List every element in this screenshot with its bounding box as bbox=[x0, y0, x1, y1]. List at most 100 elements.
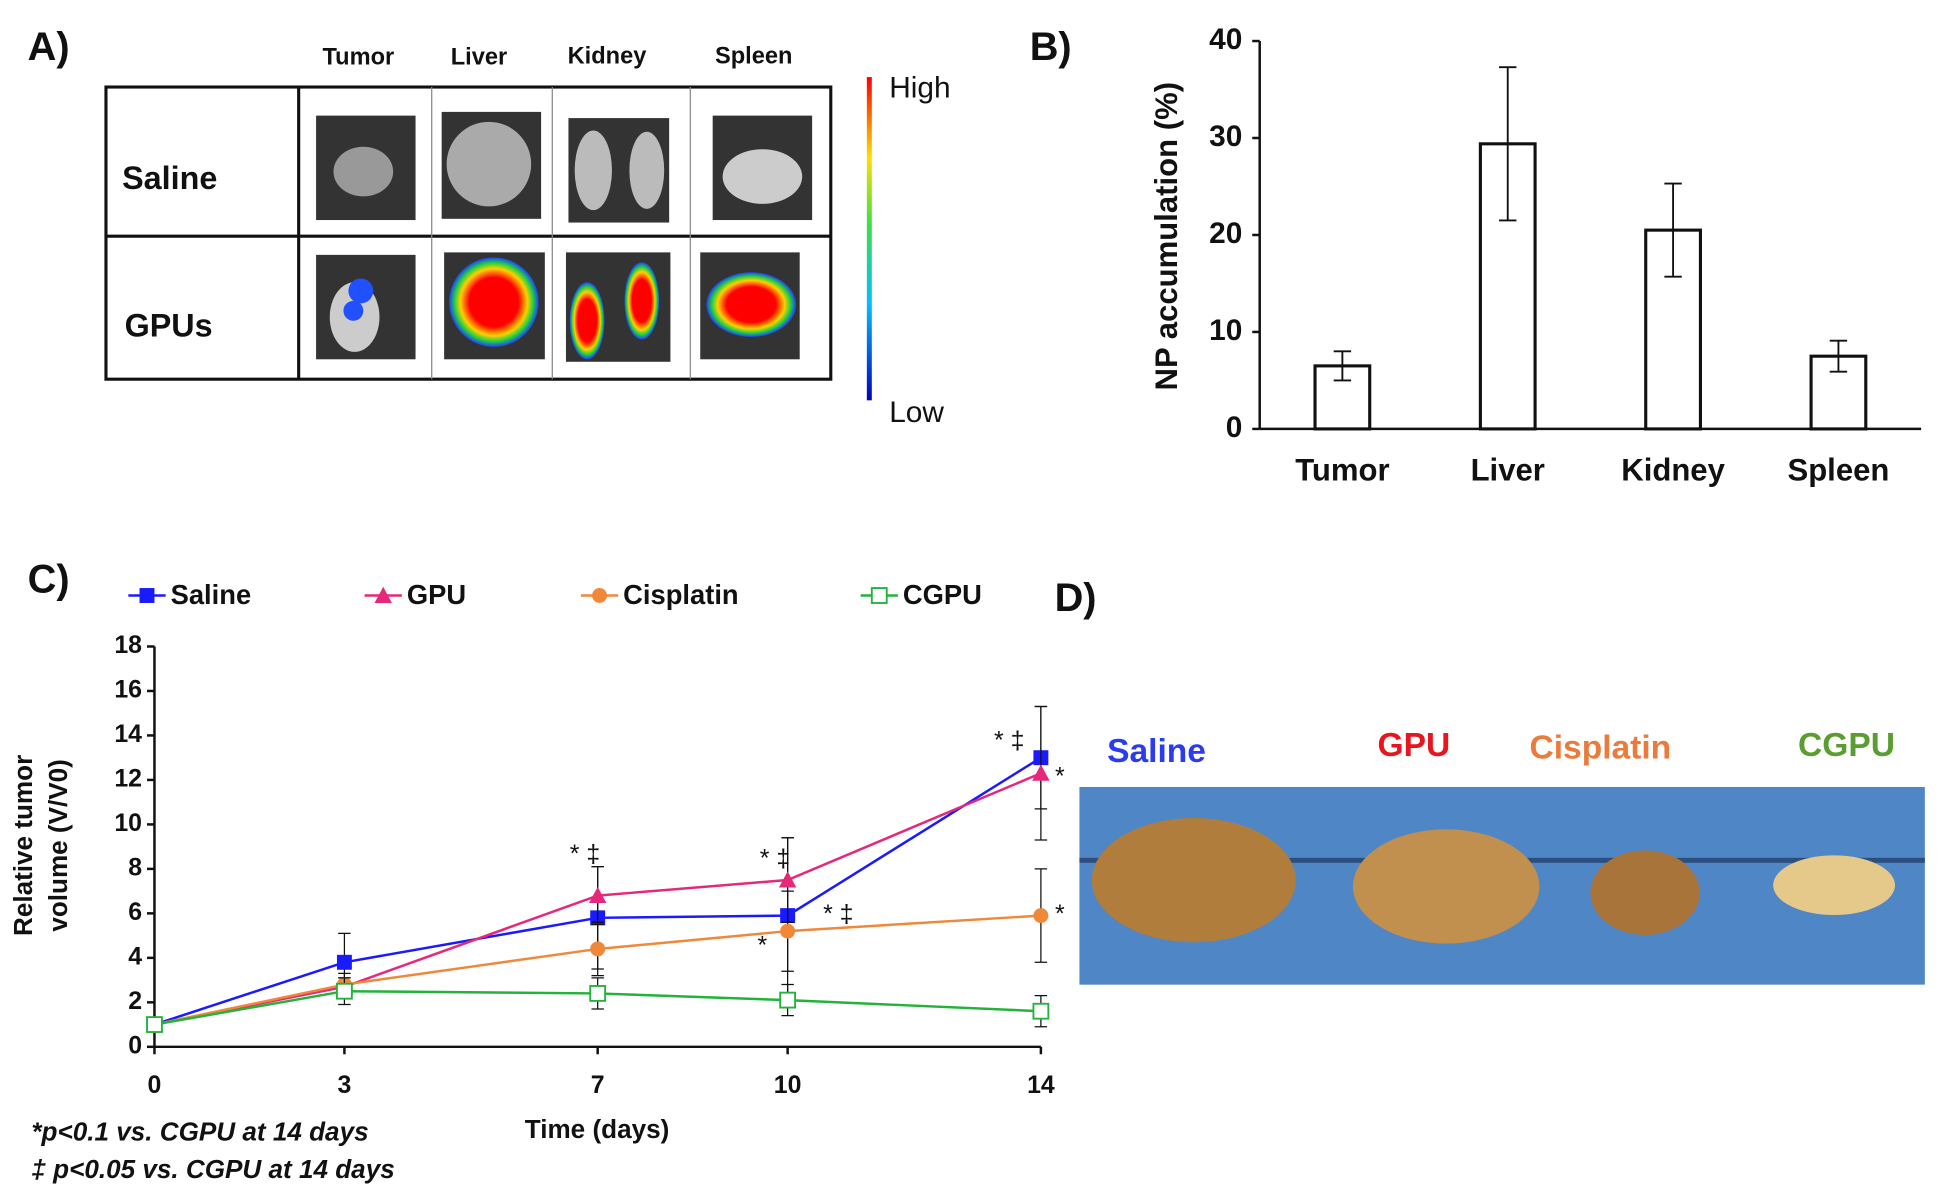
organ-image bbox=[446, 121, 532, 207]
tumor-label: GPU bbox=[1378, 727, 1451, 764]
column-header: Tumor bbox=[322, 45, 394, 71]
x-axis-label: Time (days) bbox=[525, 1114, 670, 1144]
panel-label: D) bbox=[1055, 576, 1097, 620]
marker bbox=[1032, 764, 1050, 781]
annotation: * ‡ bbox=[570, 840, 600, 868]
y-tick-label: 12 bbox=[114, 764, 142, 792]
annotation: * bbox=[1055, 900, 1065, 928]
annotation: * ‡ bbox=[760, 845, 790, 873]
y-tick-label: 10 bbox=[114, 809, 142, 837]
y-tick-label: 20 bbox=[1209, 217, 1242, 250]
error-bar bbox=[1829, 339, 1848, 373]
marker bbox=[336, 954, 352, 970]
x-tick-label: 7 bbox=[591, 1071, 605, 1099]
tumor-label: Cisplatin bbox=[1530, 730, 1672, 767]
organ-image bbox=[569, 282, 605, 360]
panel-label: C) bbox=[28, 557, 70, 601]
x-tick-label: Tumor bbox=[1295, 453, 1389, 488]
tumor-photo bbox=[1352, 829, 1540, 944]
marker bbox=[146, 1016, 163, 1033]
panel-a: Tumor Liver Kidney Spleen Saline GPUs bbox=[104, 43, 951, 429]
error-bar bbox=[1664, 182, 1682, 278]
organ-image bbox=[574, 130, 612, 211]
x-tick-label: 10 bbox=[774, 1071, 802, 1099]
tumor-label: Saline bbox=[1107, 733, 1206, 770]
y-tick-label: 16 bbox=[114, 676, 142, 704]
marker bbox=[778, 871, 797, 888]
x-tick-label: Kidney bbox=[1621, 453, 1725, 488]
scale-label: Low bbox=[889, 396, 944, 429]
grid-frame bbox=[104, 85, 833, 381]
marker bbox=[590, 941, 606, 957]
annotation: * bbox=[1055, 762, 1065, 790]
tumor-label: CGPU bbox=[1798, 727, 1895, 764]
y-axis-label: Relative tumor bbox=[8, 755, 38, 936]
x-tick-label: Liver bbox=[1471, 453, 1545, 488]
marker bbox=[1032, 1002, 1050, 1020]
row-label: Saline bbox=[122, 160, 217, 196]
organ-image bbox=[722, 149, 803, 204]
organ-images bbox=[316, 111, 813, 362]
footnote: ‡ p<0.05 vs. CGPU at 14 days bbox=[31, 1154, 394, 1184]
color-scale bbox=[866, 77, 872, 401]
column-header: Liver bbox=[451, 45, 507, 71]
tumor-photo bbox=[1091, 818, 1296, 943]
y-tick-label: 18 bbox=[114, 631, 142, 659]
legend-label: Cisplatin bbox=[623, 579, 738, 610]
y-tick-label: 0 bbox=[128, 1031, 142, 1059]
panel-d: Saline GPU Cisplatin CGPU bbox=[1079, 727, 1925, 985]
x-tick-label: 14 bbox=[1027, 1071, 1055, 1099]
x-tick-label: Spleen bbox=[1787, 453, 1889, 488]
row-label: GPUs bbox=[125, 308, 213, 344]
organ-image bbox=[333, 146, 394, 197]
legend-label: CGPU bbox=[903, 579, 982, 610]
y-tick-label: 40 bbox=[1209, 23, 1242, 56]
x-tick-label: 0 bbox=[148, 1071, 162, 1099]
y-axis-label: NP accumulation (%) bbox=[1149, 82, 1184, 391]
error-bar bbox=[1499, 66, 1517, 222]
organ-image bbox=[449, 257, 539, 347]
marker bbox=[780, 923, 796, 939]
y-tick-label: 14 bbox=[114, 720, 142, 748]
y-tick-label: 0 bbox=[1226, 411, 1243, 444]
panel-label: B) bbox=[1030, 25, 1072, 69]
panel-label: A) bbox=[28, 25, 70, 69]
annotation: * ‡ bbox=[994, 727, 1024, 755]
organ-image bbox=[629, 131, 665, 209]
marker bbox=[588, 886, 607, 904]
column-header: Spleen bbox=[715, 43, 792, 69]
scale-label: High bbox=[889, 71, 950, 104]
legend-marker bbox=[139, 588, 155, 603]
y-axis-label: volume (V/V0) bbox=[43, 759, 73, 932]
organ-image bbox=[624, 262, 660, 340]
legend-marker bbox=[870, 587, 888, 604]
error-bar bbox=[1333, 350, 1352, 382]
marker bbox=[336, 982, 353, 1000]
y-tick-label: 6 bbox=[128, 898, 142, 926]
legend-marker bbox=[374, 586, 392, 603]
column-header: Kidney bbox=[568, 43, 647, 69]
marker bbox=[779, 991, 797, 1009]
legend-label: Saline bbox=[171, 579, 252, 610]
organ-image bbox=[706, 272, 796, 337]
y-tick-label: 2 bbox=[128, 987, 142, 1015]
y-tick-label: 30 bbox=[1209, 120, 1242, 153]
x-tick-label: 3 bbox=[337, 1071, 351, 1099]
y-tick-label: 10 bbox=[1209, 314, 1242, 347]
marker bbox=[589, 985, 607, 1002]
y-tick-label: 8 bbox=[128, 853, 142, 881]
y-tick-label: 4 bbox=[128, 942, 142, 970]
organ-image bbox=[343, 300, 364, 321]
marker bbox=[1033, 908, 1049, 924]
tumor-photo bbox=[1773, 855, 1895, 916]
footnote: *p<0.1 vs. CGPU at 14 days bbox=[31, 1117, 368, 1147]
annotation: * bbox=[757, 931, 767, 959]
tumor-photo bbox=[1590, 850, 1700, 935]
organ-image bbox=[348, 278, 374, 304]
legend-marker bbox=[592, 588, 607, 603]
legend-label: GPU bbox=[407, 579, 466, 610]
annotation: * ‡ bbox=[823, 900, 853, 928]
tumor-labels: Saline GPU Cisplatin CGPU bbox=[1107, 727, 1895, 770]
